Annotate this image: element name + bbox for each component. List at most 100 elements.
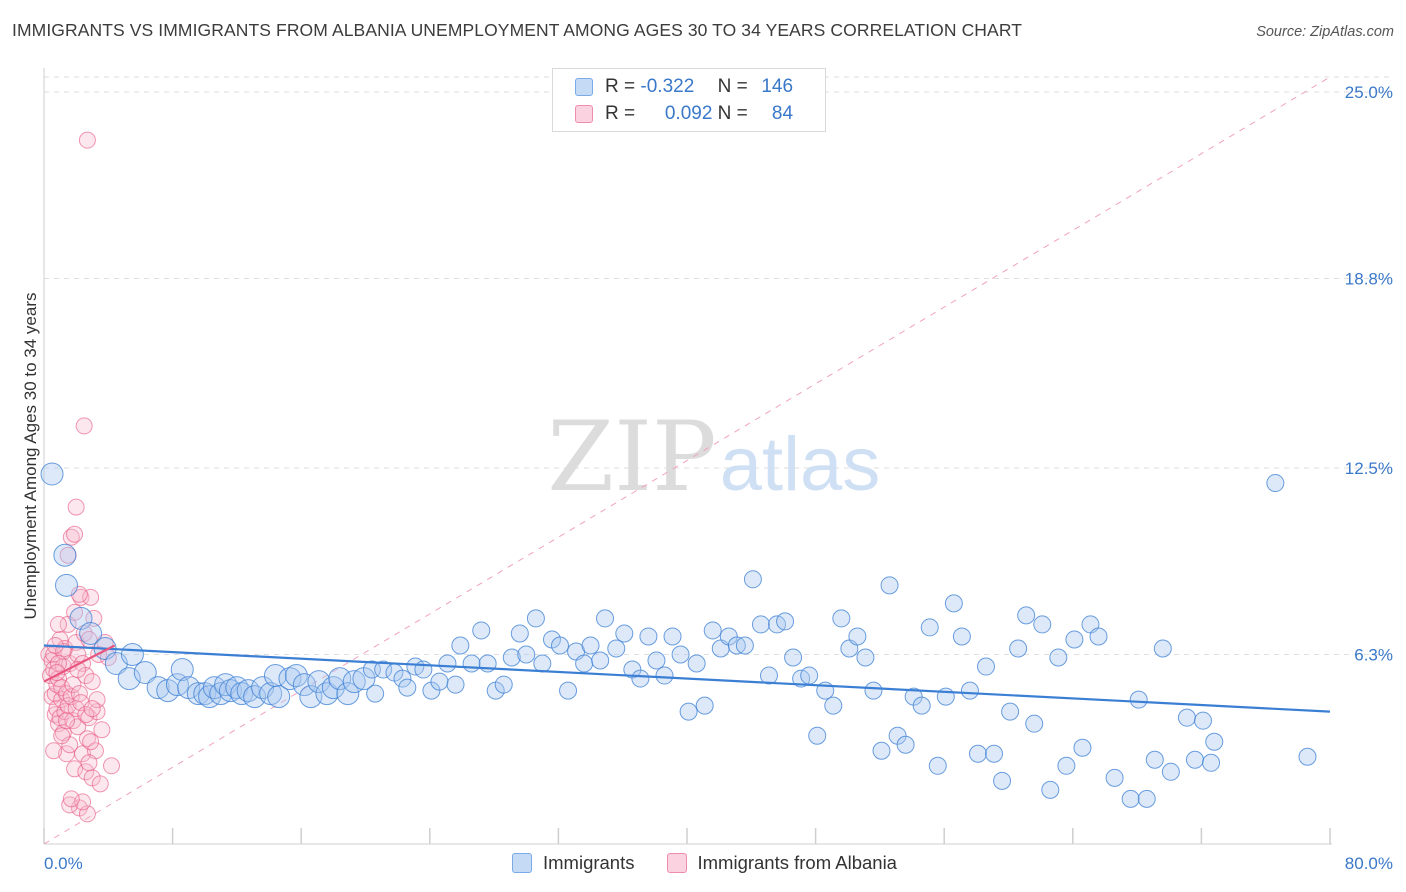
immigrants-point: [502, 648, 521, 667]
albania-point: [45, 742, 63, 760]
albania-point: [75, 417, 93, 435]
immigrants-point: [374, 660, 393, 679]
legend-swatch-blue: [512, 853, 532, 873]
immigrants-point: [1266, 474, 1285, 493]
immigrants-point: [79, 621, 103, 645]
immigrants-point: [40, 462, 64, 486]
immigrants-point: [146, 676, 170, 700]
albania-point: [78, 730, 96, 748]
immigrants-point: [703, 621, 722, 640]
immigrants-point: [438, 654, 457, 673]
immigrants-point: [824, 696, 843, 715]
immigrants-point: [1202, 753, 1221, 772]
immigrants-point: [1033, 615, 1052, 634]
immigrants-point: [993, 771, 1012, 790]
immigrants-point: [336, 682, 360, 706]
y-axis-label: Unemployment Among Ages 30 to 34 years: [21, 292, 40, 620]
immigrants-point: [165, 673, 189, 697]
albania-point: [88, 703, 106, 721]
source-label: Source: ZipAtlas.com: [1256, 24, 1394, 40]
legend-label-immigrants: Immigrants: [543, 852, 635, 873]
legend-r-value: 0.092: [664, 103, 713, 124]
immigrants-point: [398, 678, 417, 697]
albania-point: [93, 721, 111, 739]
albania-point: [83, 673, 101, 691]
immigrants-point: [69, 606, 93, 630]
immigrants-point: [1001, 702, 1020, 721]
immigrants-point: [928, 756, 947, 775]
immigrants-point: [615, 624, 634, 643]
x-tick-label: 80.0%: [1345, 854, 1393, 873]
immigrants-point: [1194, 711, 1213, 730]
watermark: ZIP atlas: [547, 401, 880, 513]
immigrants-point: [960, 681, 979, 700]
immigrants-point: [848, 627, 867, 646]
immigrants-point: [1065, 630, 1084, 649]
immigrants-point: [307, 670, 331, 694]
immigrants-point: [631, 669, 650, 688]
legend-swatch-blue: [575, 78, 593, 96]
immigrants-point: [1041, 780, 1060, 799]
correlation-legend: R = -0.322 N = 146 R = 0.092 N = 84: [552, 68, 826, 132]
albania-point: [74, 745, 92, 763]
albania-point: [80, 754, 98, 772]
immigrants-point: [53, 543, 77, 567]
immigrants-point: [743, 570, 762, 589]
immigrants-point: [1073, 738, 1092, 757]
y-tick-label: 12.5%: [1345, 459, 1393, 478]
immigrants-point: [912, 696, 931, 715]
immigrants-point: [976, 657, 995, 676]
legend-n-value: 84: [771, 103, 794, 124]
y-tick-label: 18.8%: [1345, 270, 1393, 289]
axes: [43, 68, 1332, 845]
albania-point: [53, 727, 71, 745]
immigrants-point: [864, 681, 883, 700]
immigrants-point: [533, 654, 552, 673]
albania-point: [66, 525, 84, 543]
immigrants-point: [751, 615, 770, 634]
immigrants-point: [218, 679, 242, 703]
immigrants-point: [1185, 750, 1204, 769]
immigrants-point: [985, 744, 1004, 763]
immigrants-point: [872, 741, 891, 760]
immigrants-point: [1177, 708, 1196, 727]
immigrants-point: [55, 573, 79, 597]
immigrants-point: [776, 612, 795, 631]
legend-r-label: R =: [605, 103, 636, 124]
immigrants-point: [267, 685, 291, 709]
y-tick-label: 25.0%: [1345, 83, 1393, 102]
immigrants-point: [472, 621, 491, 640]
immigrants-point: [328, 667, 352, 691]
watermark-zip: ZIP: [547, 401, 716, 513]
immigrants-point: [1057, 756, 1076, 775]
immigrants-point: [695, 696, 714, 715]
immigrants-point: [462, 654, 481, 673]
immigrants-point: [639, 627, 658, 646]
immigrants-point: [170, 658, 194, 682]
immigrants-point: [1017, 606, 1036, 625]
albania-point: [62, 790, 80, 808]
immigrants-point: [236, 679, 260, 703]
immigrants-point: [446, 675, 465, 694]
albania-point: [72, 588, 90, 606]
immigrants-point: [510, 624, 529, 643]
watermark-atlas: atlas: [720, 422, 881, 507]
legend-swatch-pink: [575, 105, 593, 123]
series-albania: [40, 131, 121, 823]
immigrants-point: [808, 726, 827, 745]
immigrants-point: [1089, 627, 1108, 646]
reference-line: [43, 76, 1331, 845]
immigrants-point: [591, 651, 610, 670]
immigrants-point: [430, 672, 449, 691]
grid: [44, 76, 1393, 656]
trend-lines: [43, 644, 1331, 713]
albania-point: [61, 796, 79, 814]
albania-point: [78, 131, 96, 149]
immigrants-point: [1161, 762, 1180, 781]
immigrants-trend-line: [43, 644, 1331, 713]
albania-point: [88, 691, 106, 709]
albania-point: [49, 615, 67, 633]
albania-point: [70, 585, 88, 603]
immigrants-point: [342, 670, 366, 694]
legend-n-label: N =: [717, 103, 748, 124]
